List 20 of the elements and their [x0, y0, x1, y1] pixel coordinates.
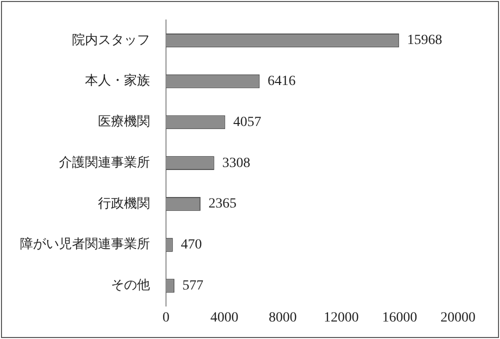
- y-tick-label: 院内スタッフ: [72, 32, 150, 48]
- x-tick-label: 12000: [324, 310, 359, 326]
- data-label: 577: [182, 278, 204, 294]
- data-label: 2365: [208, 196, 237, 212]
- x-tick-label: 20000: [440, 310, 476, 326]
- y-tick-label: 本人・家族: [85, 72, 150, 89]
- x-tick-label: 16000: [382, 310, 418, 326]
- data-label: 3308: [222, 156, 250, 171]
- x-tick-label: 0: [162, 310, 170, 326]
- x-tick-label: 8000: [268, 310, 297, 326]
- y-tick-label: その他: [111, 278, 150, 294]
- y-tick-label: 行政機関: [98, 196, 150, 212]
- data-label: 15968: [407, 33, 442, 48]
- x-tick-label: 4000: [210, 310, 238, 326]
- data-label: 470: [180, 238, 202, 253]
- y-tick-label: 医療機関: [98, 114, 150, 130]
- data-label: 4057: [233, 114, 262, 130]
- y-tick-label: 障がい児者関連事業所: [20, 237, 150, 252]
- data-label: 6416: [268, 74, 296, 89]
- y-tick-label: 介護関連事業所: [59, 155, 150, 170]
